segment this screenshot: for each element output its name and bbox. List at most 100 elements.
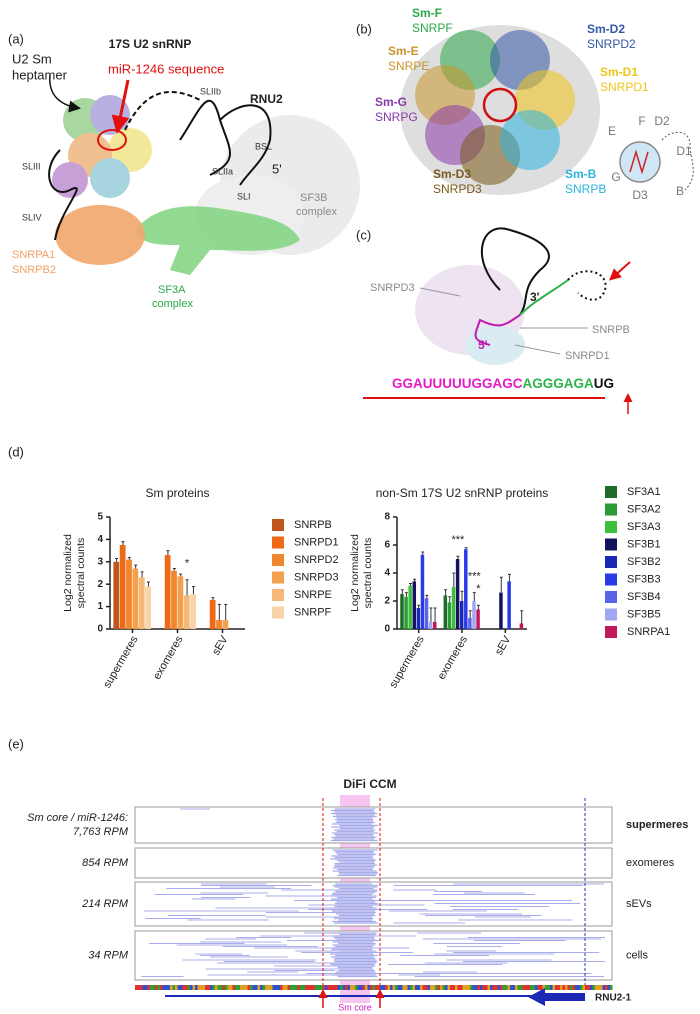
label: BSL <box>255 141 272 151</box>
base <box>492 985 495 990</box>
base <box>602 985 605 990</box>
y-axis-label: spectral counts <box>75 538 87 609</box>
bar <box>464 549 468 629</box>
base <box>185 985 188 990</box>
base <box>340 985 343 990</box>
label: SNRPB2 <box>12 264 56 276</box>
error-bar <box>429 607 433 622</box>
base <box>510 985 513 990</box>
base <box>342 985 345 990</box>
seq-part: GGAUUUUUGGAGC <box>392 376 523 391</box>
base <box>440 985 443 990</box>
error-bar <box>179 573 183 577</box>
leader <box>514 344 561 355</box>
bar <box>451 587 456 629</box>
base <box>215 985 218 990</box>
base <box>207 985 210 990</box>
gene-name: SNRPD3 <box>433 182 482 196</box>
legend-swatch <box>605 608 617 621</box>
base <box>417 985 420 990</box>
error-bar <box>115 557 119 562</box>
base <box>350 985 353 990</box>
base <box>272 985 275 990</box>
legend-swatch <box>605 538 617 551</box>
base <box>420 985 423 990</box>
base <box>155 985 158 990</box>
base <box>300 985 303 990</box>
label: SF3B <box>300 192 328 204</box>
legend-label: SF3A2 <box>627 503 661 515</box>
bar <box>119 545 126 629</box>
base <box>452 985 455 990</box>
base <box>415 985 418 990</box>
bar <box>432 622 437 629</box>
error-bar <box>456 555 460 559</box>
base <box>252 985 255 990</box>
error-bar <box>408 583 412 586</box>
base <box>387 985 390 990</box>
y-tick-label: 2 <box>97 579 103 590</box>
base <box>320 985 323 990</box>
base <box>170 985 173 990</box>
base <box>490 985 493 990</box>
bar <box>468 617 472 629</box>
panel-label: (d) <box>8 444 24 459</box>
base <box>447 985 450 990</box>
gene-name: SNRPD2 <box>587 37 636 51</box>
error-bar <box>507 573 511 582</box>
legend-label: SF3A1 <box>627 486 661 498</box>
y-tick-label: 4 <box>97 534 103 545</box>
legend-swatch <box>272 606 284 619</box>
track-left-label: Sm core / miR-1246: <box>27 812 128 824</box>
base <box>610 985 613 990</box>
legend-swatch <box>605 591 617 603</box>
bar <box>183 595 190 629</box>
label: 5' <box>478 338 488 352</box>
base <box>190 985 193 990</box>
gene-arrow <box>528 988 585 1006</box>
legend-swatch <box>272 519 284 531</box>
base <box>437 985 440 990</box>
base <box>137 985 140 990</box>
rna <box>48 149 78 241</box>
base <box>160 985 163 990</box>
error-bar <box>468 610 472 618</box>
bar <box>171 570 177 629</box>
ring-label: B <box>676 184 684 198</box>
base <box>592 985 595 990</box>
panel-c <box>363 227 633 414</box>
legend-swatch <box>605 503 617 516</box>
base <box>152 985 155 990</box>
error-bar <box>166 550 170 556</box>
base <box>382 985 385 990</box>
bar <box>455 559 460 629</box>
base <box>305 985 308 990</box>
ring-label: D3 <box>632 188 648 202</box>
base <box>360 985 363 990</box>
base <box>157 985 160 990</box>
base <box>485 985 488 990</box>
base <box>237 985 240 990</box>
base <box>535 985 538 990</box>
base <box>512 985 515 990</box>
bar <box>476 609 480 629</box>
base <box>325 985 328 990</box>
sm-name: Sm-D2 <box>587 22 625 36</box>
ring-label: G <box>611 170 620 184</box>
base <box>290 985 293 990</box>
error-bar <box>452 572 456 587</box>
base <box>250 985 253 990</box>
sequence-bar <box>135 985 613 990</box>
bar <box>216 620 222 629</box>
base <box>540 985 543 990</box>
error-bar <box>134 564 138 569</box>
base <box>365 985 368 990</box>
y-axis-label: Log2 normalized <box>62 534 74 612</box>
panel-title: 17S U2 snRNP <box>109 37 192 51</box>
ring-label: D1 <box>676 144 692 158</box>
label: U2 Sm <box>12 51 52 66</box>
legend-label: SNRPA1 <box>627 626 670 638</box>
bar <box>132 568 139 629</box>
